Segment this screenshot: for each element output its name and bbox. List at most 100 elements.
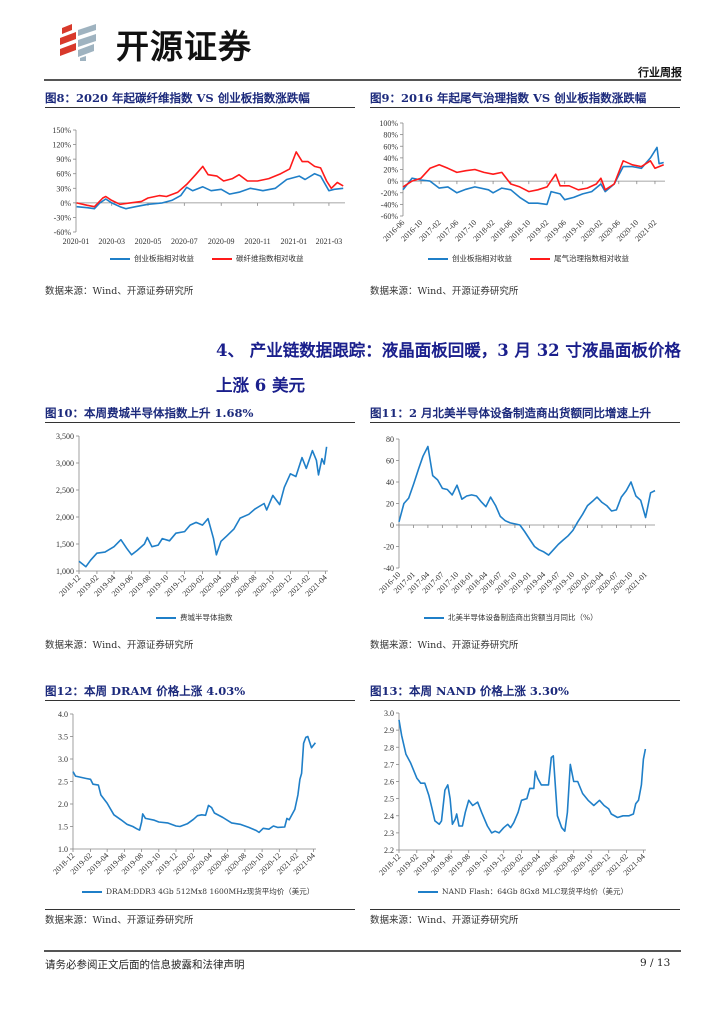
y-tick-label: -60% <box>54 228 72 237</box>
figure-13-legend: NAND Flash：64Gb 8Gx8 MLC现货平均价（美元） <box>418 886 646 897</box>
legend-label: DRAM:DDR3 4Gb 512Mx8 1600MHz现货平均价（美元） <box>106 887 315 896</box>
figure-9-source: 数据来源：Wind、开源证券研究所 <box>370 286 519 297</box>
series-line-2 <box>402 160 664 193</box>
header-divider <box>44 79 681 81</box>
y-tick-label: 120% <box>52 141 71 150</box>
y-tick-label: -60% <box>381 212 399 221</box>
y-tick-label: 2.2 <box>384 846 394 855</box>
figure-13-title-rule <box>370 700 680 701</box>
y-tick-label: -40 <box>383 564 394 573</box>
x-tick-label: 2020-01 <box>63 237 90 246</box>
x-tick-label: 2021-03 <box>316 237 343 246</box>
series-line-1 <box>402 146 664 206</box>
y-tick-label: 2.7 <box>384 760 394 769</box>
figure-13-bottom-rule <box>370 909 680 910</box>
legend-label: 碳纤维指数相对收益 <box>236 254 304 263</box>
report-type-label: 行业周报 <box>638 66 682 79</box>
y-tick-label: -20% <box>381 189 399 198</box>
y-tick-label: 3,500 <box>56 432 74 441</box>
y-tick-label: 4.0 <box>58 710 68 719</box>
y-tick-label: 40% <box>383 154 398 163</box>
legend-swatch-red <box>530 257 550 260</box>
figure-11-title: 图11：2 月北美半导体设备制造商出货额同比增速上升 <box>370 406 652 420</box>
figure-12-title: 图12：本周 DRAM 价格上涨 4.03% <box>45 684 246 698</box>
y-tick-label: 3.5 <box>58 733 68 742</box>
y-tick-label: 3.0 <box>58 755 68 764</box>
y-tick-label: 1.5 <box>58 823 68 832</box>
y-tick-label: 2,000 <box>56 513 74 522</box>
legend-swatch-blue <box>82 890 102 893</box>
y-tick-label: 1.0 <box>58 845 68 854</box>
legend-swatch-blue <box>424 616 444 619</box>
y-tick-label: 2.9 <box>384 726 394 735</box>
legend-label: 北美半导体设备制造商出货额当月同比（%） <box>448 613 598 622</box>
footer-disclaimer: 请务必参阅正文后面的信息披露和法律声明 <box>45 959 245 971</box>
y-tick-label: 1,000 <box>56 567 74 576</box>
figure-11-legend: 北美半导体设备制造商出货额当月同比（%） <box>424 612 616 623</box>
figure-8-source: 数据来源：Wind、开源证券研究所 <box>45 286 194 297</box>
x-tick-label: 2020-07 <box>171 237 198 246</box>
legend-label: 创业板指相对收益 <box>452 254 512 263</box>
figure-8-title-rule <box>45 107 355 108</box>
figure-12-bottom-rule <box>45 909 355 910</box>
legend-swatch-blue <box>110 257 130 260</box>
y-tick-label: 60% <box>383 142 398 151</box>
legend-swatch-red <box>212 257 232 260</box>
series-line-1 <box>76 172 344 210</box>
y-tick-label: 3,000 <box>56 459 74 468</box>
figure-12-title-rule <box>45 700 355 701</box>
y-tick-label: 1,500 <box>56 540 74 549</box>
figure-12-source: 数据来源：Wind、开源证券研究所 <box>45 915 194 926</box>
x-tick-label: 2020-09 <box>208 237 235 246</box>
figure-10-title-rule <box>45 422 355 423</box>
legend-swatch-blue <box>156 616 176 619</box>
y-tick-label: 0% <box>60 199 71 208</box>
y-tick-label: 0 <box>390 521 394 530</box>
series-line-1 <box>78 446 328 568</box>
figure-12-legend: DRAM:DDR3 4Gb 512Mx8 1600MHz现货平均价（美元） <box>82 886 332 897</box>
brand-name: 开源证券 <box>116 27 252 66</box>
legend-swatch-blue <box>418 890 438 893</box>
figure-9-title-rule <box>370 107 680 108</box>
x-tick-label: 2021-01 <box>280 237 307 246</box>
y-tick-label: 2.6 <box>384 778 394 787</box>
series-line-2 <box>76 151 344 208</box>
legend-label: 创业板指相对收益 <box>134 254 194 263</box>
y-tick-label: -20 <box>383 543 394 552</box>
y-tick-label: 60% <box>56 170 71 179</box>
series-line-1 <box>72 735 317 834</box>
y-tick-label: 40 <box>386 478 394 487</box>
x-tick-label: 2020-11 <box>244 237 270 246</box>
y-tick-label: 20% <box>383 166 398 175</box>
figure-8-title: 图8：2020 年起碳纤维指数 VS 创业板指数涨跌幅 <box>45 91 310 105</box>
y-tick-label: 90% <box>56 155 71 164</box>
legend-swatch-blue <box>428 257 448 260</box>
y-tick-label: 2.5 <box>384 795 394 804</box>
y-tick-label: 2.8 <box>384 743 394 752</box>
y-tick-label: 20 <box>386 500 394 509</box>
figure-8-legend: 创业板指相对收益 碳纤维指数相对收益 <box>110 253 322 264</box>
series-line-1 <box>398 719 647 834</box>
y-tick-label: 60 <box>386 457 394 466</box>
page-number: 9 / 13 <box>640 957 671 969</box>
figure-10-title: 图10：本周费城半导体指数上升 1.68% <box>45 406 254 420</box>
figure-13-source: 数据来源：Wind、开源证券研究所 <box>370 915 519 926</box>
y-tick-label: 2.5 <box>58 778 68 787</box>
y-tick-label: 2.4 <box>384 812 394 821</box>
y-tick-label: 80% <box>383 131 398 140</box>
section-heading-line-1: 4、 产业链数据跟踪：液晶面板回暖，3 月 32 寸液晶面板价格 <box>216 341 681 360</box>
footer-divider <box>44 950 681 952</box>
legend-label: 尾气治理指数相对收益 <box>554 254 629 263</box>
y-tick-label: 100% <box>379 119 398 128</box>
y-tick-label: 80 <box>386 435 394 444</box>
y-tick-label: -30% <box>54 213 72 222</box>
y-tick-label: -40% <box>381 200 399 209</box>
y-tick-label: 2,500 <box>56 486 74 495</box>
legend-label: 费城半导体指数 <box>180 613 233 622</box>
legend-label: NAND Flash：64Gb 8Gx8 MLC现货平均价（美元） <box>442 887 628 896</box>
figure-10-legend: 费城半导体指数 <box>156 612 251 623</box>
figure-11-title-rule <box>370 422 680 423</box>
y-tick-label: 3.0 <box>384 709 394 718</box>
y-tick-label: 2.3 <box>384 829 394 838</box>
